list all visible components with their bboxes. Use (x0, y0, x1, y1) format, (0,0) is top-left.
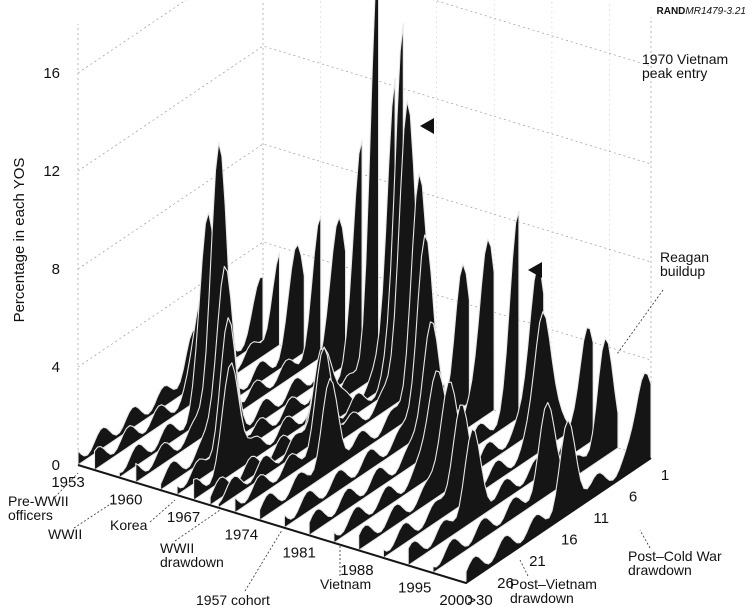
ridge-2000 (465, 372, 652, 584)
annotation-line: officers (8, 507, 53, 523)
leader-wwii (73, 502, 113, 529)
annotation-line: Post–Vietnam (510, 576, 597, 592)
yos-tick-label-6: 1 (661, 467, 669, 484)
annotation-reagan: Reagan buildup (660, 249, 709, 279)
annotation-post-vietnam: Post–Vietnam drawdown (510, 576, 597, 606)
annotation-wwii-drawdown: WWII drawdown (160, 540, 224, 570)
year-tick-label-3: 1974 (225, 527, 258, 544)
ridge-1996 (432, 337, 619, 574)
yos-tick-label-1: 26 (497, 575, 514, 592)
ridge-1972 (234, 100, 421, 514)
z-tick-label-0: 0 (52, 457, 60, 474)
annotation-line: 1957 cohort (196, 592, 270, 608)
annotation-korea: Korea (110, 517, 148, 533)
vietnam-peak-marker (420, 118, 434, 134)
ridge-1981 (308, 238, 495, 536)
z-tick-label-1: 4 (52, 359, 60, 376)
annotation-line: drawdown (628, 562, 692, 578)
yos-tick-label-3: 16 (561, 532, 578, 549)
yos-tick-label-5: 6 (629, 489, 637, 506)
annotation-line: buildup (660, 263, 705, 279)
annotation-line: Reagan (660, 249, 709, 265)
annotation-line: WWII (48, 526, 82, 542)
y-axis-label: Percentage in each YOS (11, 158, 28, 323)
ridge-1967 (193, 0, 380, 501)
annotation-post-cold-war: Post–Cold War drawdown (628, 548, 722, 578)
annotation-vietnam-peak: 1970 Vietnam peak entry (642, 51, 728, 81)
year-tick-label-2: 1967 (167, 509, 200, 526)
leader-post-vietnam (519, 559, 529, 577)
figure-id: RANDMR1479-3.21 (656, 6, 746, 17)
z-tick-label-4: 16 (43, 65, 60, 82)
year-tick-label-1: 1960 (109, 492, 142, 509)
annotation-line: Korea (110, 517, 148, 533)
yos-tick-label-0: >30 (467, 592, 492, 609)
annotation-line: drawdown (510, 590, 574, 606)
annotation-line: Pre-WWII (8, 493, 69, 509)
floor-edge (77, 457, 652, 585)
year-tick-label-0: 1953 (51, 474, 84, 491)
leader-pre-wwii (54, 472, 79, 498)
annotation-line: Vietnam (320, 576, 371, 592)
annotation-line: drawdown (160, 554, 224, 570)
yos-tick-label-4: 11 (593, 510, 609, 527)
leader-reagan (616, 289, 664, 355)
z-grid-line-2 (77, 143, 652, 270)
axis-ticks: 048121619531960196719741981198819952000>… (43, 65, 669, 609)
leader-wwii-drawdown (174, 509, 221, 542)
ridge-1970 (217, 23, 404, 509)
z-grid-line-4 (77, 0, 652, 74)
annotation-wwii: WWII (48, 526, 82, 542)
annotation-pre-wwii: Pre-WWII officers (8, 493, 69, 523)
ridge-1955 (93, 251, 281, 471)
year-tick-label-5: 1988 (340, 562, 373, 579)
annotations: 1970 Vietnam peak entry Reagan buildup Pre-W… (8, 51, 728, 608)
surface-plot (77, 0, 652, 585)
annotation-line: WWII (160, 540, 194, 556)
annotation-cohort-1957: 1957 cohort (196, 592, 270, 608)
ridge-1975 (259, 172, 446, 521)
leader-post-cold-war (639, 529, 651, 549)
year-tick-label-4: 1981 (282, 544, 315, 561)
reagan-peak-marker (528, 262, 542, 278)
annotation-vietnam: Vietnam (320, 576, 371, 592)
year-tick-label-6: 1995 (398, 579, 431, 596)
annotation-line: Post–Cold War (628, 548, 722, 564)
yos-tick-label-2: 21 (529, 553, 546, 570)
ridge-1953 (77, 276, 264, 466)
year-tick-label-7: 2000 (439, 592, 472, 609)
z-grid-line-3 (77, 45, 652, 172)
z-tick-label-3: 12 (43, 163, 60, 180)
annotation-line: peak entry (642, 65, 707, 81)
leader-korea (149, 499, 176, 523)
ridge-1984 (333, 210, 520, 544)
annotation-line: 1970 Vietnam (642, 51, 728, 67)
z-tick-label-2: 8 (52, 261, 60, 278)
ridge-1987 (358, 264, 545, 551)
